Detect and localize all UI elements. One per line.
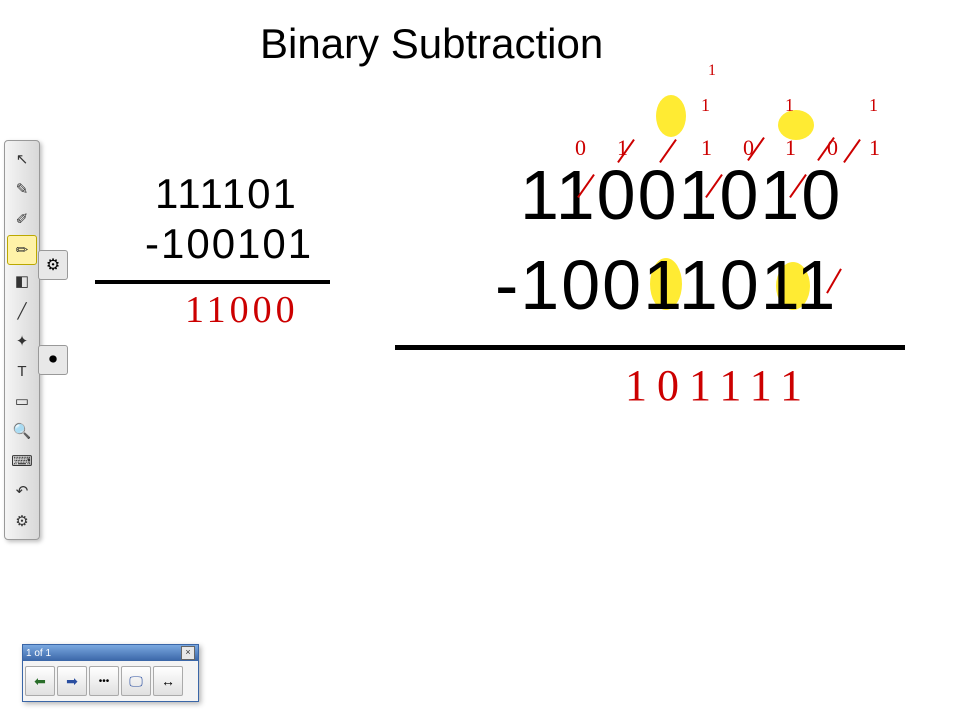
keyboard-tool[interactable]: ⌨ (8, 447, 36, 475)
problem2-answer: 101111 (625, 360, 812, 411)
settings-tool-icon: ⚙ (15, 512, 28, 530)
borrow-mark: 0 (575, 135, 586, 161)
keyboard-tool-icon: ⌨ (11, 452, 33, 470)
fit-button[interactable]: ↔ (153, 666, 183, 696)
stamp-tool[interactable]: ✦ (8, 327, 36, 355)
more-button[interactable]: ••• (89, 666, 119, 696)
eraser-tool[interactable]: ◧ (8, 267, 36, 295)
line-tool[interactable]: ╱ (8, 297, 36, 325)
arrow-right-icon: ➡ (66, 673, 78, 690)
brush-tool[interactable]: ✐ (8, 205, 36, 233)
select-tool-icon: ↖ (16, 150, 29, 168)
record-icon: ⏺ (49, 351, 57, 369)
vertical-toolbar: ↖ ✎ ✐ ✏ ◧ ╱ ✦ T ▭ 🔍 ⌨ ↶ ⚙ (4, 140, 40, 540)
text-tool-icon: T (17, 363, 26, 380)
screen-icon: 🖵 (129, 673, 143, 690)
stamp-tool-icon: ✦ (16, 332, 29, 350)
strike-mark (843, 139, 861, 163)
undo-tool-icon: ↶ (16, 482, 29, 500)
problem1-minuend: 111101 (155, 170, 298, 218)
problem1-answer: 11000 (185, 288, 299, 332)
ellipsis-icon: ••• (99, 676, 110, 687)
line-tool-icon: ╱ (17, 302, 26, 320)
highlight-mark (656, 95, 686, 137)
screen-tool[interactable]: ▭ (8, 387, 36, 415)
undo-tool[interactable]: ↶ (8, 477, 36, 505)
borrow-mark: 1 (785, 135, 796, 161)
fullscreen-button[interactable]: 🖵 (121, 666, 151, 696)
pen-tool-icon: ✎ (16, 180, 29, 198)
borrow-mark: 1 (869, 135, 880, 161)
zoom-tool-icon: 🔍 (13, 422, 32, 440)
select-tool[interactable]: ↖ (8, 145, 36, 173)
close-icon[interactable]: × (181, 646, 195, 660)
page-navigator: 1 of 1 × ⬅ ➡ ••• 🖵 ↔ (22, 644, 199, 702)
borrow-mark: 1 (785, 95, 794, 116)
highlighter-tool[interactable]: ✏ (7, 235, 37, 265)
highlighter-tool-icon: ✏ (16, 241, 29, 259)
borrow-mark: 1 (701, 135, 712, 161)
next-page-button[interactable]: ➡ (57, 666, 87, 696)
borrow-mark: 1 (869, 95, 878, 116)
brush-tool-icon: ✐ (16, 210, 29, 228)
prev-page-button[interactable]: ⬅ (25, 666, 55, 696)
toolbar-flyout-record[interactable]: ⏺ (38, 345, 68, 375)
arrow-left-icon: ⬅ (34, 673, 46, 690)
problem2-minuend: 11001010 (520, 155, 842, 235)
pen-tool[interactable]: ✎ (8, 175, 36, 203)
text-tool[interactable]: T (8, 357, 36, 385)
problem1-subtrahend: -100101 (145, 220, 313, 268)
highlight-mark (778, 110, 814, 140)
zoom-tool[interactable]: 🔍 (8, 417, 36, 445)
problem2-subtrahend: -10011011 (495, 245, 837, 325)
settings-tool[interactable]: ⚙ (8, 507, 36, 535)
borrow-mark: 1 (708, 62, 716, 80)
problem2-line (395, 345, 905, 350)
screen-tool-icon: ▭ (15, 392, 29, 410)
fit-icon: ↔ (161, 673, 175, 689)
borrow-mark: 1 (701, 95, 710, 116)
page-counter: 1 of 1 (26, 648, 51, 659)
gear-icon: ⚙ (46, 255, 60, 275)
eraser-tool-icon: ◧ (15, 272, 29, 290)
toolbar-flyout-gear[interactable]: ⚙ (38, 250, 68, 280)
page-title: Binary Subtraction (260, 20, 603, 68)
page-navigator-titlebar[interactable]: 1 of 1 × (23, 645, 198, 661)
problem1-line (95, 280, 330, 284)
